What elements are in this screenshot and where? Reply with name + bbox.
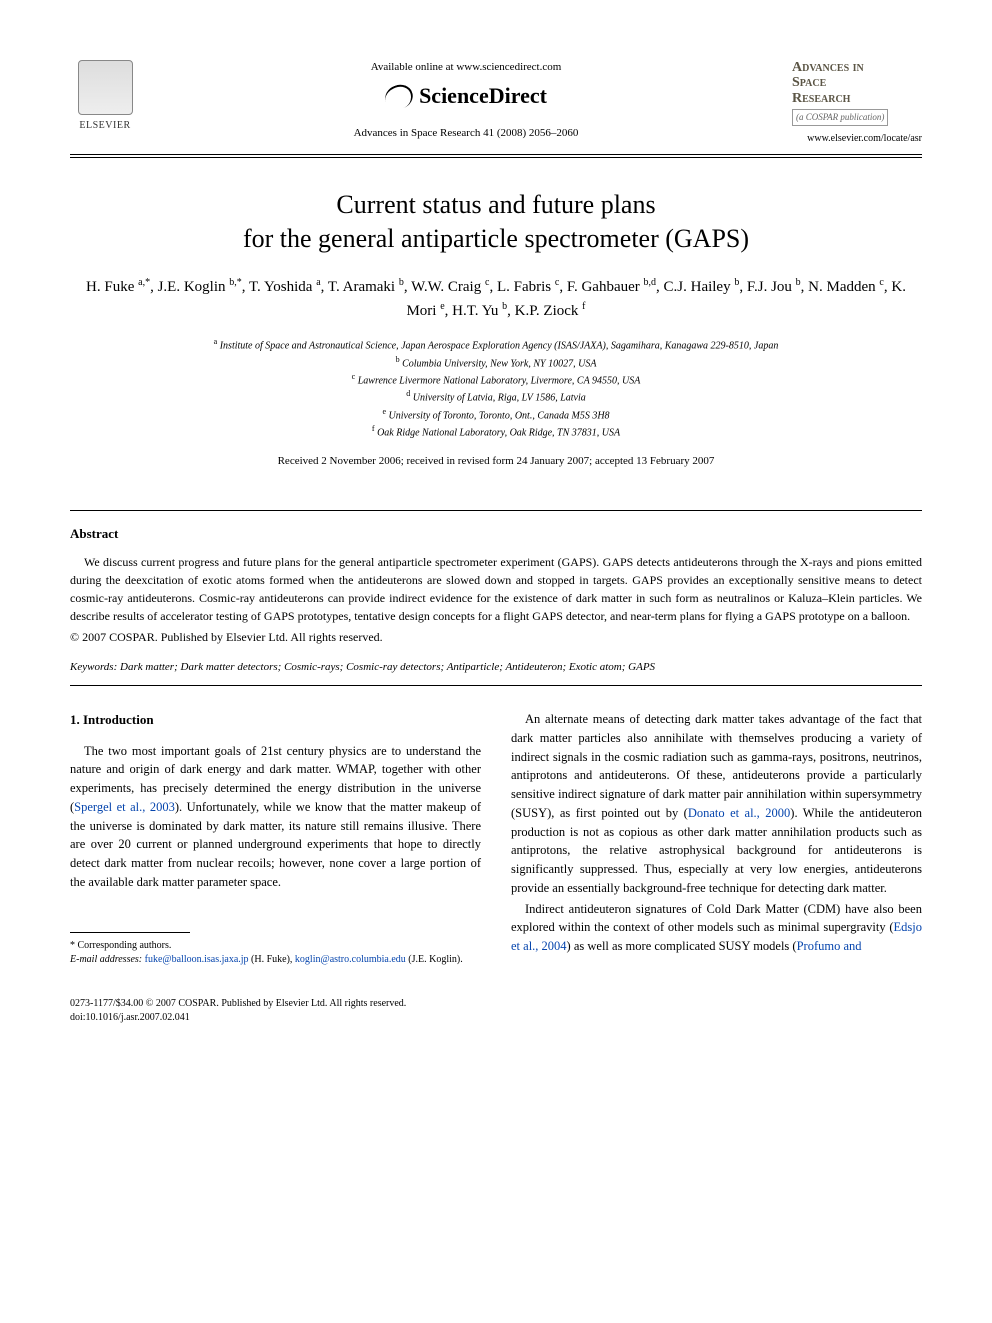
- rule-top: [70, 154, 922, 155]
- sciencedirect-logo: ScienceDirect: [160, 81, 772, 112]
- email-fuke[interactable]: fuke@balloon.isas.jaxa.jp: [145, 954, 249, 965]
- email-koglin[interactable]: koglin@astro.columbia.edu: [295, 954, 406, 965]
- rule-abstract-top: [70, 510, 922, 511]
- left-column: 1. Introduction The two most important g…: [70, 710, 481, 967]
- rule-thin: [70, 157, 922, 158]
- journal-name: Advances in Space Research: [792, 60, 922, 106]
- submission-dates: Received 2 November 2006; received in re…: [70, 454, 922, 469]
- cite-spergel-2003[interactable]: Spergel et al., 2003: [74, 800, 175, 814]
- paper-title: Current status and future plans for the …: [70, 188, 922, 256]
- elsevier-logo: ELSEVIER: [70, 60, 140, 140]
- cite-donato-2000[interactable]: Donato et al., 2000: [688, 806, 790, 820]
- doi-line: doi:10.1016/j.asr.2007.02.041: [70, 1011, 922, 1025]
- section-1-heading: 1. Introduction: [70, 710, 481, 730]
- rule-abstract-bottom: [70, 685, 922, 686]
- bottom-meta: 0273-1177/$34.00 © 2007 COSPAR. Publishe…: [70, 997, 922, 1025]
- journal-url: www.elsevier.com/locate/asr: [792, 132, 922, 146]
- sciencedirect-text: ScienceDirect: [419, 81, 547, 112]
- cospar-tag: (a COSPAR publication): [792, 109, 888, 126]
- right-column: An alternate means of detecting dark mat…: [511, 710, 922, 967]
- keywords: Keywords: Dark matter; Dark matter detec…: [70, 660, 922, 675]
- body-columns: 1. Introduction The two most important g…: [70, 710, 922, 967]
- cite-profumo[interactable]: Profumo and: [797, 939, 862, 953]
- corresponding-footnote: * Corresponding authors. E-mail addresse…: [70, 939, 481, 967]
- journal-box: Advances in Space Research (a COSPAR pub…: [792, 60, 922, 146]
- abstract-copyright: © 2007 COSPAR. Published by Elsevier Ltd…: [70, 629, 922, 646]
- issn-line: 0273-1177/$34.00 © 2007 COSPAR. Publishe…: [70, 997, 922, 1011]
- header: ELSEVIER Available online at www.science…: [70, 60, 922, 146]
- available-online-text: Available online at www.sciencedirect.co…: [160, 60, 772, 75]
- journal-reference: Advances in Space Research 41 (2008) 205…: [160, 126, 772, 141]
- abstract-heading: Abstract: [70, 525, 922, 543]
- footnote-rule: [70, 932, 190, 933]
- elsevier-label: ELSEVIER: [79, 119, 130, 133]
- intro-para-2: An alternate means of detecting dark mat…: [511, 710, 922, 898]
- center-header: Available online at www.sciencedirect.co…: [140, 60, 792, 142]
- intro-para-1: The two most important goals of 21st cen…: [70, 742, 481, 892]
- intro-para-3: Indirect antideuteron signatures of Cold…: [511, 900, 922, 956]
- affiliations: a Institute of Space and Astronautical S…: [70, 336, 922, 440]
- abstract-text: We discuss current progress and future p…: [70, 553, 922, 625]
- elsevier-tree-icon: [78, 60, 133, 115]
- authors: H. Fuke a,*, J.E. Koglin b,*, T. Yoshida…: [70, 275, 922, 322]
- sciencedirect-swoosh-icon: [382, 81, 417, 113]
